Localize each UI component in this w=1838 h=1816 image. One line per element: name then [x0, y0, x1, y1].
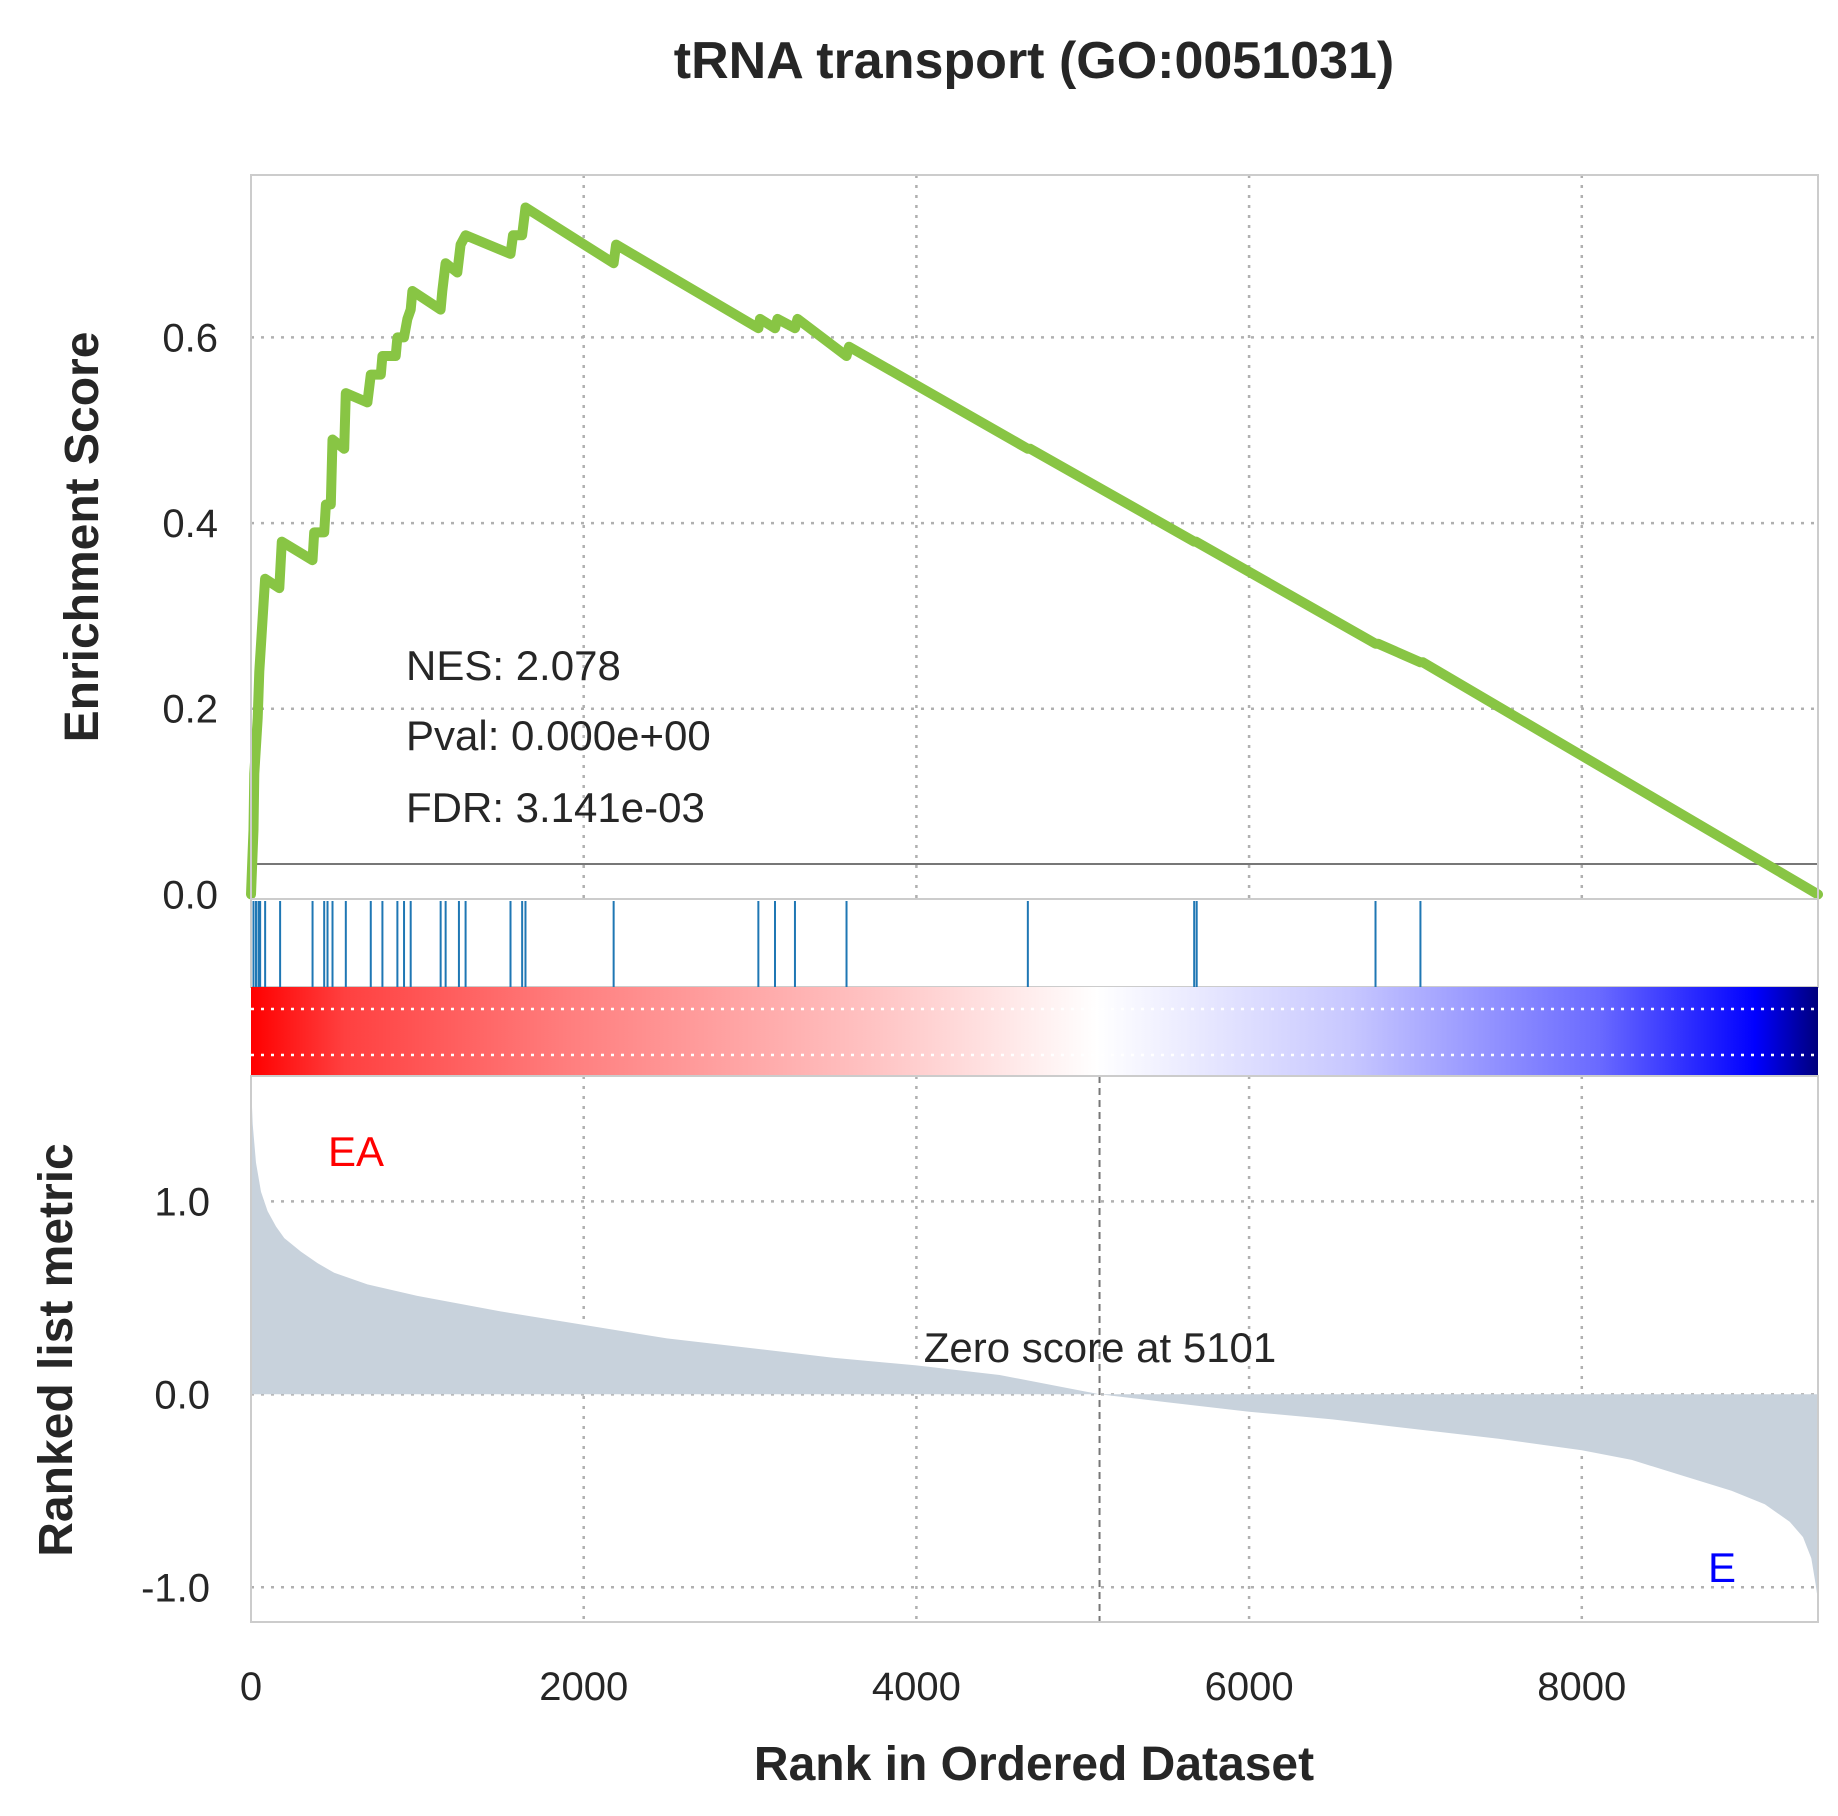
ranked-metric-panel: 1.0 0.0 -1.0 Ranked list metric Zero score…: [30, 1075, 1819, 1623]
rm-y-tick-label: -1.0: [141, 1566, 210, 1610]
colorbar-gradient: [251, 987, 1818, 1076]
x-tick-label: 6000: [1205, 1665, 1294, 1709]
rm-y-tick-label: 1.0: [154, 1180, 210, 1224]
rm-y-ticks: 1.0 0.0 -1.0: [141, 1180, 210, 1610]
negative-phenotype-label: E: [1708, 1544, 1736, 1591]
hit-markers: [252, 901, 1422, 987]
rm-frame: [250, 1075, 1819, 1623]
hits-panel: [250, 898, 1819, 988]
x-tick-label: 0: [240, 1665, 262, 1709]
fdr-stat: FDR: 3.141e-03: [406, 784, 705, 831]
ranked-metric-area: [251, 1081, 1818, 1601]
es-grid: [251, 175, 1818, 899]
nes-stat: NES: 2.078: [406, 642, 621, 689]
pval-stat: Pval: 0.000e+00: [406, 712, 711, 759]
rm-y-axis-label: Ranked list metric: [30, 1143, 83, 1556]
es-y-ticks: 0.0 0.2 0.4 0.6: [162, 316, 218, 917]
enrichment-panel: 0.0 0.2 0.4 0.6 Enrichment Score NES: 2.078…: [56, 174, 1823, 917]
x-tick-label: 2000: [539, 1665, 628, 1709]
x-axis-label: Rank in Ordered Dataset: [754, 1738, 1314, 1791]
x-tick-label: 8000: [1537, 1665, 1626, 1709]
x-ticks: 0 2000 4000 6000 8000: [240, 1665, 1626, 1709]
enrichment-score-line: [246, 202, 1823, 900]
es-y-tick-label: 0.4: [162, 502, 218, 546]
es-y-tick-label: 0.0: [162, 873, 218, 917]
zero-score-label: Zero score at 5101: [924, 1324, 1277, 1371]
x-tick-label: 4000: [872, 1665, 961, 1709]
rm-y-tick-label: 0.0: [154, 1373, 210, 1417]
hits-frame: [250, 898, 1819, 988]
es-y-tick-label: 0.6: [162, 316, 218, 360]
positive-phenotype-label: EA: [328, 1128, 384, 1175]
rank-colorbar: [251, 987, 1818, 1076]
chart-title: tRNA transport (GO:0051031): [674, 32, 1394, 90]
es-y-tick-label: 0.2: [162, 688, 218, 732]
es-y-axis-label: Enrichment Score: [56, 332, 109, 743]
